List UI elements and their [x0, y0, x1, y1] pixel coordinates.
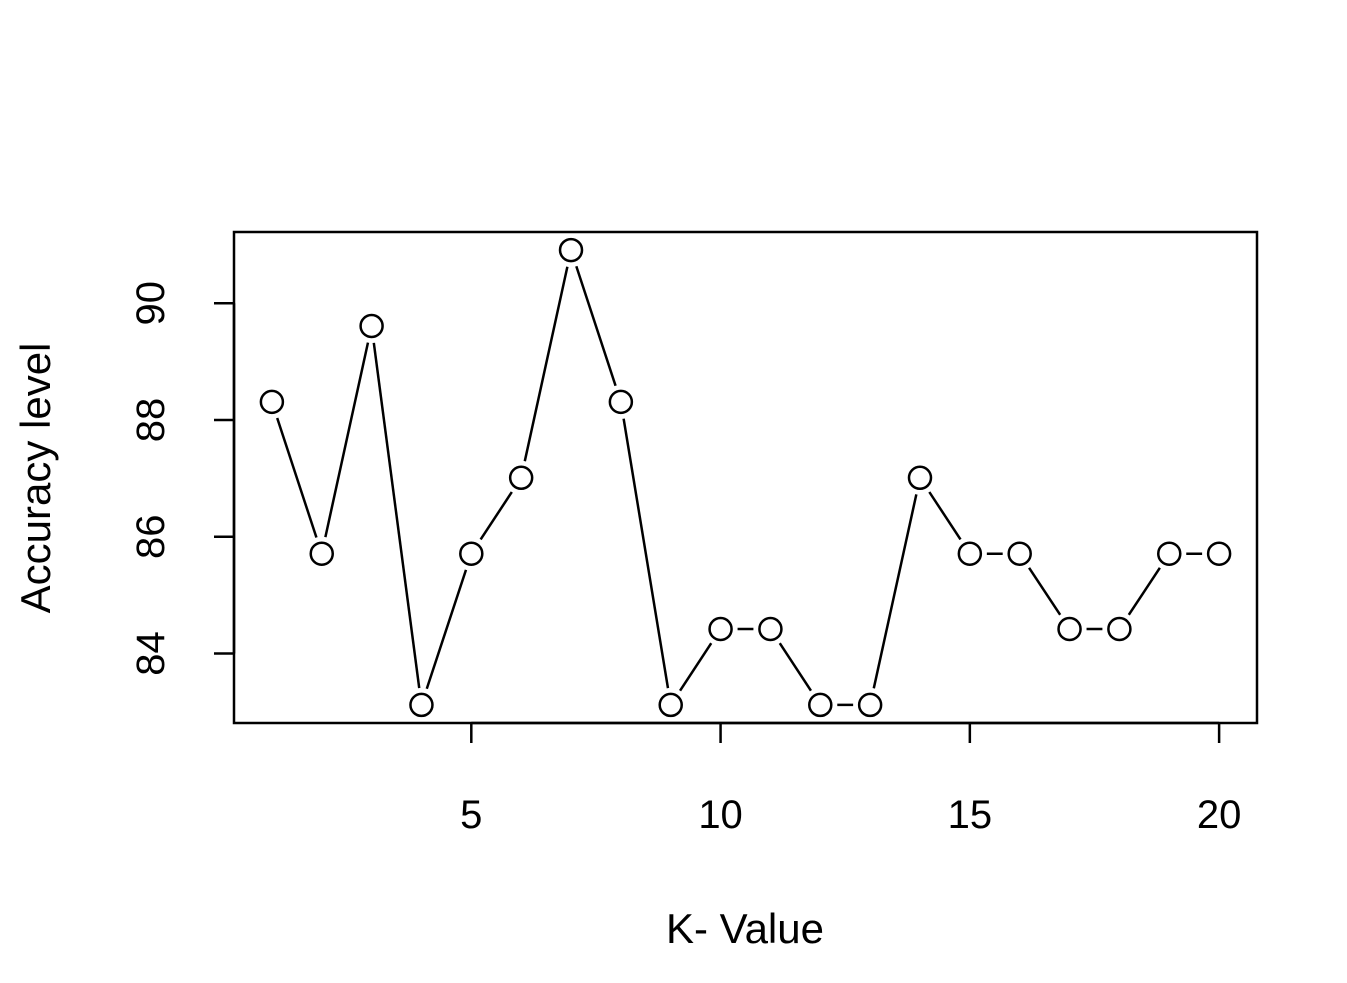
y-tick-label: 84	[129, 631, 173, 676]
y-tick-label: 86	[129, 515, 173, 560]
line-segment	[372, 342, 421, 689]
line-segment	[1127, 567, 1161, 616]
y-tick-label: 90	[129, 281, 173, 326]
line-segment	[928, 491, 962, 541]
x-tick-label: 20	[1197, 793, 1242, 837]
data-point	[558, 237, 584, 263]
data-point	[259, 389, 285, 415]
x-axis-label: K- Value	[666, 905, 824, 952]
series-line	[276, 265, 1203, 707]
data-point	[1057, 616, 1082, 642]
line-segment	[622, 418, 670, 689]
series-points	[259, 237, 1232, 718]
data-point	[1007, 541, 1032, 566]
line-segment	[575, 265, 617, 387]
y-axis-label: Accuracy level	[12, 343, 59, 614]
line-segment	[523, 266, 569, 462]
data-point	[857, 692, 883, 718]
data-point	[309, 541, 334, 566]
line-segment	[1028, 567, 1062, 616]
data-point	[658, 692, 683, 718]
line-segment	[324, 342, 370, 538]
data-point	[907, 465, 933, 491]
data-point	[409, 692, 434, 718]
line-segment	[679, 642, 713, 692]
data-point	[359, 313, 384, 339]
x-tick-label: 5	[460, 793, 482, 837]
x-tick-label: 15	[948, 793, 993, 837]
data-point	[808, 692, 833, 718]
data-point	[508, 465, 534, 491]
y-tick-label: 88	[129, 398, 173, 443]
line-segment	[778, 642, 812, 692]
plot-frame	[232, 230, 1259, 725]
line-segment	[276, 417, 318, 538]
data-point	[957, 541, 983, 566]
data-point	[1107, 616, 1132, 642]
data-point	[459, 541, 484, 566]
x-tick-label: 10	[698, 793, 743, 837]
data-point	[1157, 541, 1182, 566]
data-point	[758, 616, 783, 642]
data-point	[608, 389, 634, 415]
line-segment	[425, 569, 468, 690]
data-point	[708, 616, 733, 642]
line-segment	[479, 491, 513, 541]
line-segment	[872, 494, 918, 689]
data-point	[1206, 541, 1232, 566]
